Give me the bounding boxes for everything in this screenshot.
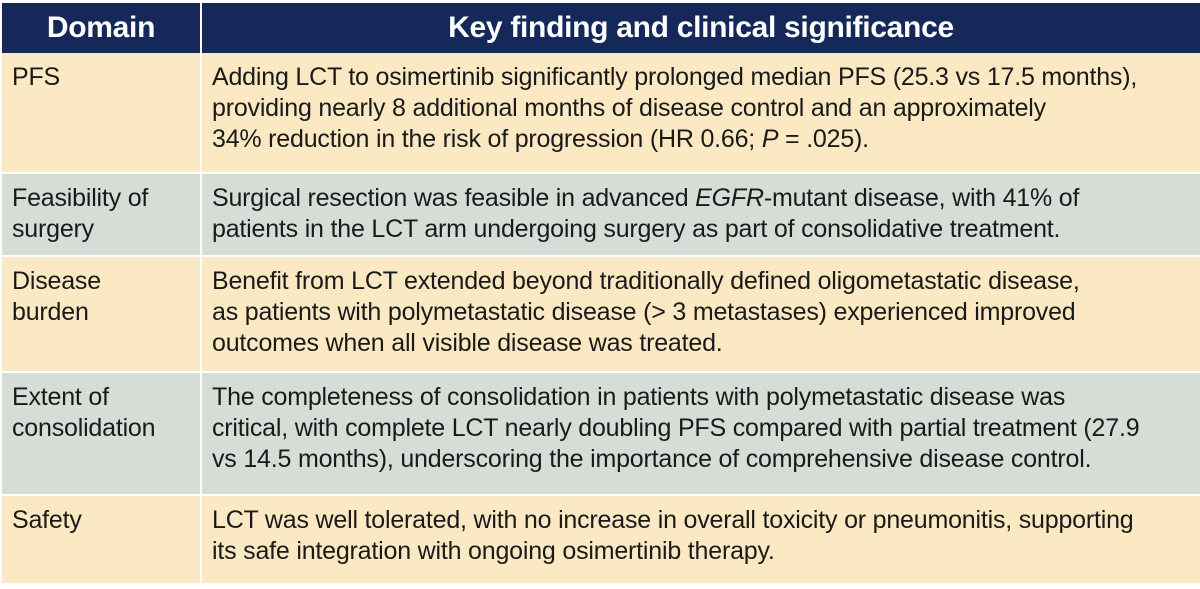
domain-cell: Extent of consolidation <box>2 372 202 497</box>
table-header: Domain Key finding and clinical signific… <box>2 3 1200 53</box>
domain-label: PFS <box>12 63 61 91</box>
table-body: PFS Adding LCT to osimertinib significan… <box>2 53 1200 585</box>
finding-line: LCT was well tolerated, with no increase… <box>212 506 1134 535</box>
domain-cell: Disease burden <box>2 256 202 374</box>
domain-cell: Safety <box>2 495 202 585</box>
finding-line: Surgical resection was feasible in advan… <box>212 184 696 213</box>
finding-line: its safe integration with ongoing osimer… <box>212 537 775 566</box>
finding-line: The completeness of consolidation in pat… <box>212 383 1066 412</box>
header-finding: Key finding and clinical significance <box>201 3 1200 53</box>
finding-line: Benefit from LCT extended beyond traditi… <box>212 267 1080 296</box>
domain-label: Disease <box>12 267 101 296</box>
gene-name: EGFR <box>695 184 764 213</box>
domain-label: Feasibility of <box>12 184 149 213</box>
finding-line: outcomes when all visible disease was tr… <box>212 329 723 358</box>
finding-line: patients in the LCT arm undergoing surge… <box>212 215 1061 244</box>
finding-line: critical, with complete LCT nearly doubl… <box>212 414 1140 443</box>
finding-cell: Surgical resection was feasible in advan… <box>201 173 1200 258</box>
finding-line: = .025). <box>778 125 869 153</box>
table-row: PFS Adding LCT to osimertinib significan… <box>2 53 1200 175</box>
table-row: Feasibility of surgery Surgical resectio… <box>2 173 1200 258</box>
domain-label: burden <box>12 298 89 327</box>
finding-line: providing nearly 8 additional months of … <box>212 94 1046 122</box>
finding-cell: The completeness of consolidation in pat… <box>201 372 1200 497</box>
header-domain: Domain <box>2 3 202 53</box>
finding-line: as patients with polymetastatic disease … <box>212 298 1076 327</box>
finding-line: 34% reduction in the risk of progression… <box>212 125 762 153</box>
table-row: Disease burden Benefit from LCT extended… <box>2 256 1200 374</box>
finding-line: vs 14.5 months), underscoring the import… <box>212 445 1092 474</box>
table-row: Extent of consolidation The completeness… <box>2 372 1200 497</box>
finding-cell: LCT was well tolerated, with no increase… <box>201 495 1200 585</box>
finding-line: Adding LCT to osimertinib significantly … <box>212 63 1138 91</box>
finding-cell: Adding LCT to osimertinib significantly … <box>201 53 1200 175</box>
header-row: Domain Key finding and clinical signific… <box>2 3 1200 53</box>
domain-cell: PFS <box>2 53 202 175</box>
finding-line: -mutant disease, with 41% of <box>763 184 1080 213</box>
domain-cell: Feasibility of surgery <box>2 173 202 258</box>
domain-label: surgery <box>12 215 94 244</box>
domain-label: Safety <box>12 506 82 535</box>
finding-cell: Benefit from LCT extended beyond traditi… <box>201 256 1200 374</box>
domain-label: consolidation <box>12 414 156 443</box>
domain-label: Extent of <box>12 383 109 412</box>
p-value-symbol: P <box>761 125 779 153</box>
findings-table: Domain Key finding and clinical signific… <box>2 3 1200 585</box>
table-row: Safety LCT was well tolerated, with no i… <box>2 495 1200 585</box>
